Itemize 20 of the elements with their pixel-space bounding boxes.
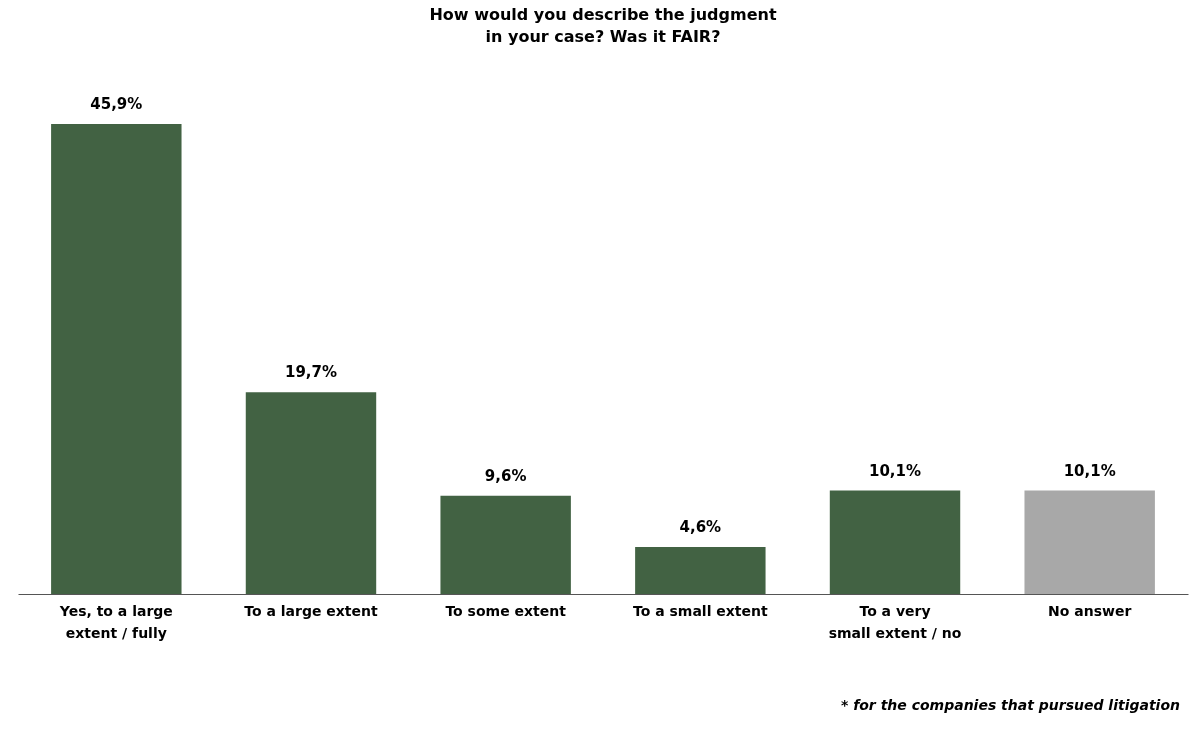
data-label: 9,6% <box>484 466 527 485</box>
chart-title: How would you describe the judgment in your case? Was it FAIR? <box>429 5 777 46</box>
text: * for the companies that pursued litigation <box>840 697 1181 713</box>
data-label: 4,6% <box>679 517 722 536</box>
bar <box>51 124 182 594</box>
data-label: 10,1% <box>1063 461 1116 480</box>
x-tick-label: Yes, to a large extent / fully <box>58 602 173 641</box>
x-tick-label: To a small extent <box>632 602 768 619</box>
bar <box>1024 490 1155 594</box>
bar <box>440 495 571 594</box>
x-tick-label: To a large extent <box>244 602 378 619</box>
data-label: 10,1% <box>868 461 922 480</box>
bar <box>635 546 766 594</box>
data-label: 45,9% <box>90 95 143 113</box>
bar <box>829 490 961 594</box>
bar <box>245 392 377 594</box>
x-tick-label: To some extent <box>445 602 567 619</box>
data-label: 19,7% <box>284 363 338 382</box>
x-tick-label: To a very small extent / no <box>828 602 962 641</box>
x-tick-label: No answer <box>1048 602 1132 619</box>
